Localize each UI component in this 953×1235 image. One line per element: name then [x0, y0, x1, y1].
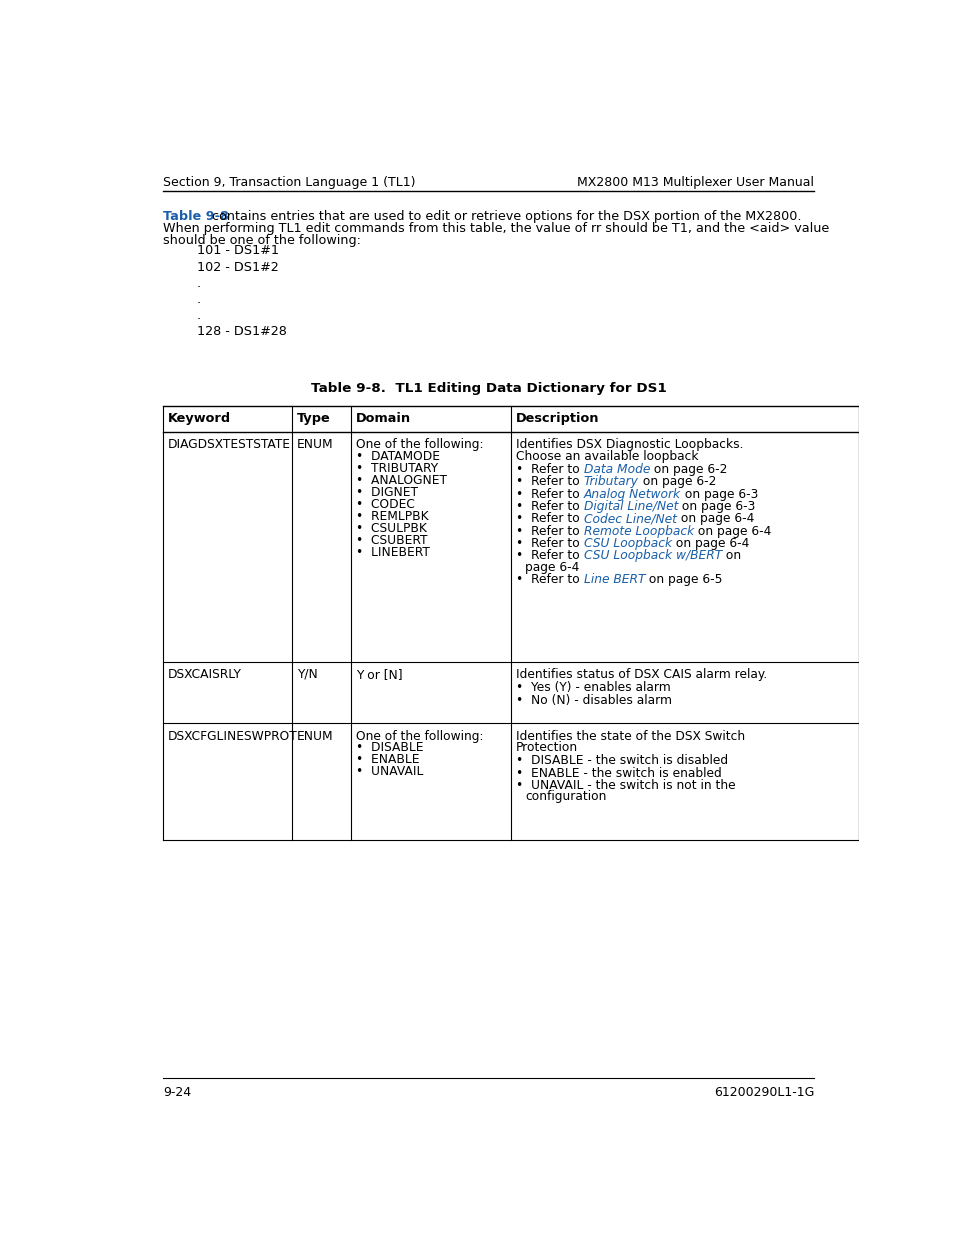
Text: •  Refer to: • Refer to [516, 537, 583, 550]
Text: CSU Loopback w/BERT: CSU Loopback w/BERT [583, 550, 721, 562]
Text: Table 9-8.  TL1 Editing Data Dictionary for DS1: Table 9-8. TL1 Editing Data Dictionary f… [311, 383, 666, 395]
Text: Identifies status of DSX CAIS alarm relay.: Identifies status of DSX CAIS alarm rela… [516, 668, 766, 680]
Text: contains entries that are used to edit or retrieve options for the DSX portion o: contains entries that are used to edit o… [208, 210, 801, 222]
Text: on page 6-5: on page 6-5 [644, 573, 722, 585]
Text: •  Refer to: • Refer to [516, 550, 583, 562]
Text: should be one of the following:: should be one of the following: [163, 235, 361, 247]
Text: on page 6-2: on page 6-2 [638, 475, 715, 489]
Text: on page 6-4: on page 6-4 [676, 513, 753, 525]
Text: •  DIGNET: • DIGNET [355, 487, 417, 499]
Text: on page 6-4: on page 6-4 [671, 537, 748, 550]
Text: •  Refer to: • Refer to [516, 513, 583, 525]
Text: DSXCFGLINESWPROT: DSXCFGLINESWPROT [168, 730, 297, 742]
Text: •  Yes (Y) - enables alarm: • Yes (Y) - enables alarm [516, 682, 670, 694]
Text: configuration: configuration [525, 790, 606, 803]
Text: Line BERT: Line BERT [583, 573, 644, 585]
Text: When performing TL1 edit commands from this table, the value of rr should be T1,: When performing TL1 edit commands from t… [163, 222, 829, 235]
Text: .: . [196, 277, 201, 290]
Text: Choose an available loopback: Choose an available loopback [516, 450, 698, 463]
Text: Description: Description [516, 411, 598, 425]
Text: 128 - DS1#28: 128 - DS1#28 [196, 325, 286, 338]
Text: Identifies DSX Diagnostic Loopbacks.: Identifies DSX Diagnostic Loopbacks. [516, 438, 742, 452]
Text: CSU Loopback: CSU Loopback [583, 537, 671, 550]
Text: on page 6-2: on page 6-2 [649, 463, 726, 477]
Text: •  Refer to: • Refer to [516, 500, 583, 513]
Text: •  UNAVAIL: • UNAVAIL [355, 766, 422, 778]
Text: DSXCAISRLY: DSXCAISRLY [168, 668, 242, 680]
Text: on page 6-3: on page 6-3 [680, 488, 758, 500]
Text: •  CODEC: • CODEC [355, 498, 414, 511]
Text: •  ANALOGNET: • ANALOGNET [355, 474, 446, 488]
Text: Table 9-8: Table 9-8 [163, 210, 229, 222]
Text: •  DISABLE - the switch is disabled: • DISABLE - the switch is disabled [516, 755, 727, 767]
Text: Identifies the state of the DSX Switch: Identifies the state of the DSX Switch [516, 730, 744, 742]
Text: 101 - DS1#1: 101 - DS1#1 [196, 245, 278, 257]
Text: •  UNAVAIL - the switch is not in the: • UNAVAIL - the switch is not in the [516, 779, 735, 792]
Text: •  Refer to: • Refer to [516, 488, 583, 500]
Text: on page 6-4: on page 6-4 [693, 525, 770, 537]
Text: 61200290L1-1G: 61200290L1-1G [713, 1086, 814, 1099]
Text: 9-24: 9-24 [163, 1086, 192, 1099]
Text: Codec Line/Net: Codec Line/Net [583, 513, 676, 525]
Text: •  DISABLE: • DISABLE [355, 741, 423, 755]
Text: page 6-4: page 6-4 [525, 561, 579, 573]
Text: on: on [721, 550, 740, 562]
Text: •  DATAMODE: • DATAMODE [355, 451, 439, 463]
Text: One of the following:: One of the following: [355, 730, 482, 742]
Text: Digital Line/Net: Digital Line/Net [583, 500, 678, 513]
Text: ENUM: ENUM [296, 730, 333, 742]
Text: •  CSULPBK: • CSULPBK [355, 522, 426, 535]
Text: •  Refer to: • Refer to [516, 573, 583, 585]
Text: MX2800 M13 Multiplexer User Manual: MX2800 M13 Multiplexer User Manual [577, 175, 814, 189]
Text: Protection: Protection [516, 741, 578, 753]
Text: •  REMLPBK: • REMLPBK [355, 510, 428, 524]
Text: •  TRIBUTARY: • TRIBUTARY [355, 462, 437, 475]
Text: •  Refer to: • Refer to [516, 525, 583, 537]
Text: Data Mode: Data Mode [583, 463, 649, 477]
Text: One of the following:: One of the following: [355, 438, 482, 452]
Text: Domain: Domain [355, 411, 411, 425]
Text: ENUM: ENUM [296, 438, 333, 452]
Text: •  ENABLE - the switch is enabled: • ENABLE - the switch is enabled [516, 767, 721, 779]
Text: •  ENABLE: • ENABLE [355, 753, 418, 767]
Text: Y or [N]: Y or [N] [355, 668, 402, 680]
Text: .: . [196, 309, 201, 322]
Text: Tributary: Tributary [583, 475, 638, 489]
Text: •  Refer to: • Refer to [516, 475, 583, 489]
Text: Remote Loopback: Remote Loopback [583, 525, 693, 537]
Text: •  Refer to: • Refer to [516, 463, 583, 477]
Text: on page 6-3: on page 6-3 [678, 500, 755, 513]
Text: .: . [196, 293, 201, 306]
Text: Section 9, Transaction Language 1 (TL1): Section 9, Transaction Language 1 (TL1) [163, 175, 416, 189]
Text: Keyword: Keyword [168, 411, 231, 425]
Text: Type: Type [296, 411, 330, 425]
Text: DIAGDSXTESTSTATE: DIAGDSXTESTSTATE [168, 438, 291, 452]
Text: Y/N: Y/N [296, 668, 317, 680]
Text: •  LINEBERT: • LINEBERT [355, 546, 429, 559]
Text: Analog Network: Analog Network [583, 488, 680, 500]
Text: •  No (N) - disables alarm: • No (N) - disables alarm [516, 694, 671, 706]
Text: •  CSUBERT: • CSUBERT [355, 534, 427, 547]
Text: 102 - DS1#2: 102 - DS1#2 [196, 261, 278, 274]
